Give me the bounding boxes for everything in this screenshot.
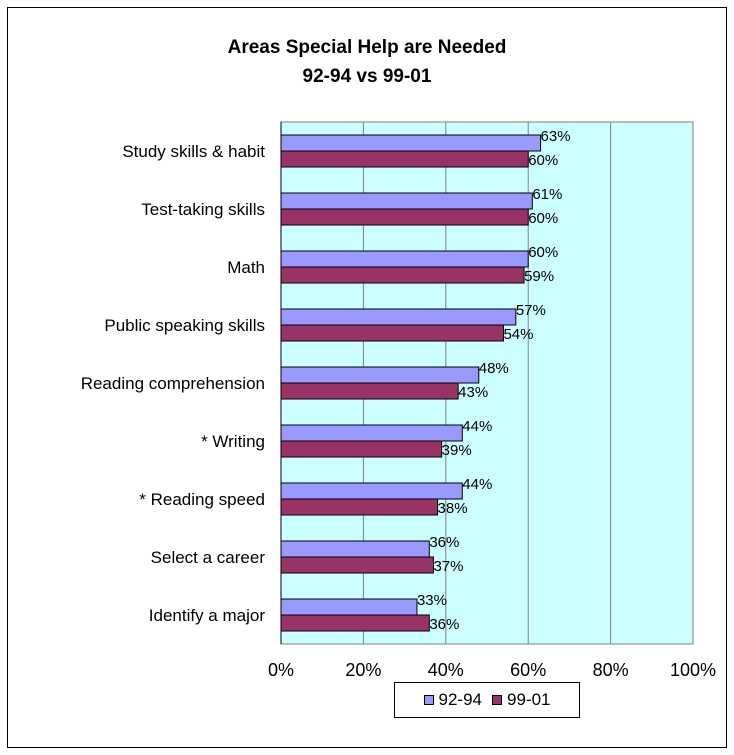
data-labels: 63% 60% 61% 60% 60% 59% 57% 54% 48% 43% 44% 39% 44% 3…	[417, 128, 571, 633]
bar	[280, 324, 504, 342]
data-label: 60%	[528, 152, 558, 169]
category-label: Public speaking skills	[104, 316, 265, 335]
bar	[280, 208, 529, 226]
data-label: 38%	[438, 500, 468, 517]
x-tick-label: 20%	[345, 660, 381, 680]
data-label: 36%	[429, 616, 459, 633]
legend-label-92-94: 92-94	[438, 690, 482, 709]
bar	[280, 440, 443, 458]
data-label: 59%	[524, 268, 554, 285]
bar	[280, 150, 529, 168]
x-tick-label: 40%	[428, 660, 464, 680]
category-label: Identify a major	[149, 606, 266, 625]
bar	[280, 556, 434, 574]
data-label: 48%	[479, 360, 509, 377]
category-label: Select a career	[151, 548, 266, 567]
chart-subtitle: 92-94 vs 99-01	[302, 66, 432, 87]
bar	[280, 192, 533, 210]
legend-item-92-94: 92-94	[423, 690, 482, 710]
data-label: 39%	[442, 442, 472, 459]
bar	[280, 250, 529, 268]
data-label: 54%	[503, 326, 533, 343]
category-label: Reading comprehension	[81, 374, 265, 393]
data-label: 63%	[541, 128, 571, 145]
category-label: * Reading speed	[139, 490, 265, 509]
category-labels: Study skills & habit Test-taking skills Ma…	[81, 142, 266, 625]
data-label: 60%	[528, 210, 558, 227]
legend-item-99-01: 99-01	[492, 690, 550, 710]
bar	[280, 598, 418, 616]
legend-label-99-01: 99-01	[507, 690, 551, 709]
chart-title: Areas Special Help are Needed	[227, 37, 507, 58]
data-label: 57%	[516, 302, 546, 319]
data-label: 43%	[458, 384, 488, 401]
bar	[280, 308, 517, 326]
data-label: 37%	[433, 558, 463, 575]
bar	[280, 134, 542, 152]
x-tick-label: 80%	[593, 660, 629, 680]
bar	[280, 266, 525, 284]
x-tick-labels: 0% 20% 40% 60% 80% 100%	[268, 660, 716, 680]
data-label: 44%	[462, 418, 492, 435]
bar	[280, 382, 459, 400]
legend-swatch-92-94	[423, 695, 434, 705]
x-tick-label: 0%	[268, 660, 294, 680]
bar	[280, 424, 463, 442]
category-label: Test-taking skills	[141, 200, 265, 219]
x-tick-label: 100%	[670, 660, 716, 680]
bar	[280, 540, 430, 558]
data-label: 60%	[528, 244, 558, 261]
data-label: 33%	[417, 592, 447, 609]
data-label: 44%	[462, 476, 492, 493]
bar	[280, 614, 430, 632]
bars	[280, 134, 542, 632]
legend-swatch-99-01	[492, 695, 502, 705]
category-label: Study skills & habit	[122, 142, 265, 161]
bar	[280, 482, 463, 500]
data-label: 61%	[532, 186, 562, 203]
category-label: Math	[227, 258, 265, 277]
category-label: * Writing	[201, 432, 265, 451]
bar	[280, 366, 480, 384]
legend: 92-94 99-01	[394, 682, 580, 718]
bar	[280, 498, 439, 516]
x-tick-label: 60%	[510, 660, 546, 680]
data-label: 36%	[429, 534, 459, 551]
